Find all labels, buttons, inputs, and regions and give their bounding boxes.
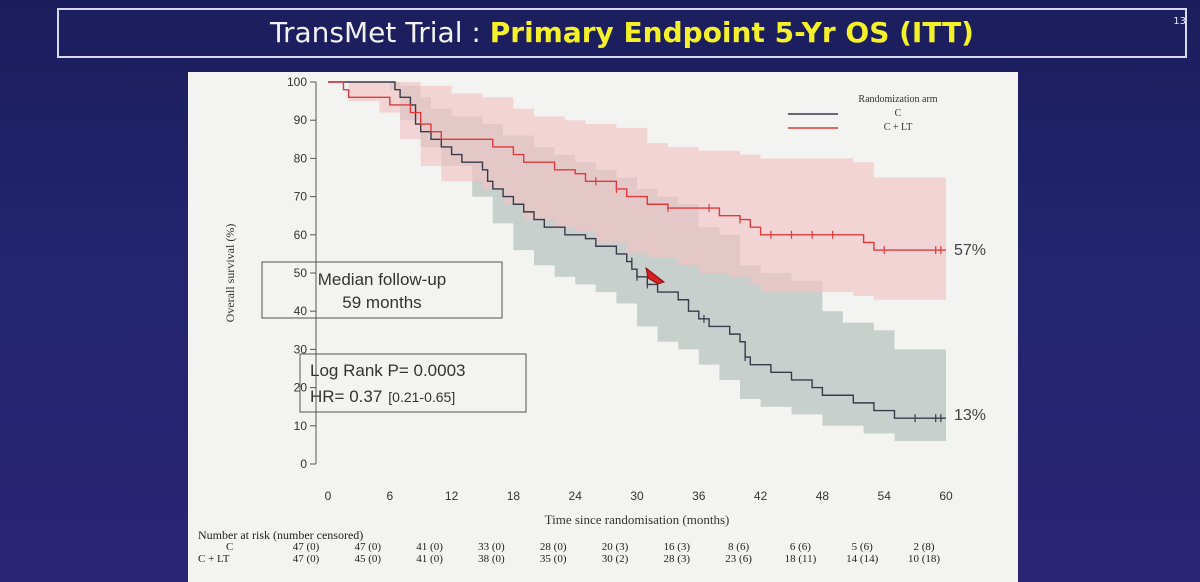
title-box: TransMet Trial : Primary Endpoint 5-Yr O…: [57, 8, 1187, 58]
legend-title: Randomization arm: [858, 94, 937, 105]
risk-cell: 23 (6): [725, 553, 752, 565]
logrank-text: Log Rank P= 0.0003: [310, 361, 465, 380]
slide-title: TransMet Trial : Primary Endpoint 5-Yr O…: [59, 16, 1185, 49]
risk-cell: 5 (6): [852, 541, 873, 553]
x-tick-label: 24: [569, 489, 583, 503]
risk-cell: 10 (18): [908, 553, 940, 565]
risk-cell: 47 (0): [293, 553, 320, 565]
risk-cell: 14 (14): [846, 553, 878, 565]
risk-row-label: C + LT: [198, 553, 230, 565]
end-label-clt: 57%: [954, 242, 986, 259]
risk-cell: 47 (0): [355, 541, 382, 553]
y-tick-label: 30: [294, 342, 308, 356]
hr-text: HR= 0.37: [310, 387, 382, 406]
curve-clt: [328, 81, 946, 251]
risk-header: Number at risk (number censored): [198, 528, 363, 542]
hr-ci: [0.21-0.65]: [388, 389, 455, 405]
x-tick-label: 48: [816, 489, 830, 503]
risk-table: Number at risk (number censored) C 47 (0)…: [198, 528, 940, 565]
median-line2: 59 months: [342, 293, 421, 312]
slide-number: 13: [1173, 16, 1186, 27]
risk-row-label: C: [226, 541, 233, 553]
median-box: [261, 261, 503, 319]
x-axis-label: Time since randomisation (months): [545, 512, 730, 527]
median-line1: Median follow-up: [318, 270, 447, 289]
x-tick-label: 18: [507, 489, 521, 503]
x-tick-label: 36: [692, 489, 706, 503]
risk-cell: 38 (0): [478, 553, 505, 565]
risk-cell: 41 (0): [416, 553, 443, 565]
risk-cell: 35 (0): [540, 553, 567, 565]
confidence-bands: [328, 82, 946, 445]
x-tick-label: 60: [939, 489, 953, 503]
y-tick-label: 100: [287, 75, 307, 89]
risk-cell: 2 (8): [913, 541, 934, 553]
risk-cell: 16 (3): [664, 541, 691, 553]
y-axis-label: Overall survival (%): [223, 224, 237, 323]
hr-line: HR= 0.37 [0.21-0.65]: [310, 387, 455, 406]
y-tick-label: 40: [294, 304, 308, 318]
x-tick-label: 6: [386, 489, 393, 503]
risk-cell: 45 (0): [355, 553, 382, 565]
y-tick-label: 80: [294, 151, 308, 165]
x-tick-label: 12: [445, 489, 459, 503]
pointer-arrow-icon: [645, 266, 666, 285]
risk-cell: 47 (0): [293, 541, 320, 553]
y-tick-label: 90: [294, 113, 308, 127]
y-tick-label: 0: [300, 457, 307, 471]
y-tick-label: 70: [294, 190, 308, 204]
stats-box: [299, 353, 527, 413]
y-tick-label: 10: [294, 419, 308, 433]
risk-cell: 28 (3): [664, 553, 691, 565]
title-prefix: TransMet Trial :: [270, 16, 490, 49]
x-tick-label: 42: [754, 489, 768, 503]
legend-label-c: C: [895, 108, 902, 119]
risk-cell: 8 (6): [728, 541, 749, 553]
risk-cell: 6 (6): [790, 541, 811, 553]
risk-cell: 18 (11): [785, 553, 817, 565]
y-tick-label: 60: [294, 228, 308, 242]
title-highlight: Primary Endpoint 5-Yr OS (ITT): [489, 16, 974, 49]
x-tick-label: 30: [630, 489, 644, 503]
x-tick-label: 0: [325, 489, 332, 503]
x-tick-label: 54: [878, 489, 892, 503]
risk-cell: 30 (2): [602, 553, 629, 565]
risk-cell: 20 (3): [602, 541, 629, 553]
y-tick-label: 50: [294, 266, 308, 280]
risk-row-clt: C + LT 47 (0) 45 (0) 41 (0) 38 (0) 35 (0) 30 (…: [198, 553, 940, 565]
survival-curves: [328, 81, 946, 423]
curve-c: [328, 81, 946, 419]
legend-label-clt: C + LT: [884, 122, 913, 133]
risk-cell: 28 (0): [540, 541, 567, 553]
band-clt: [328, 82, 946, 300]
legend: Randomization arm C C + LT: [788, 94, 938, 133]
risk-cell: 33 (0): [478, 541, 505, 553]
risk-row-c: C 47 (0) 47 (0) 41 (0) 33 (0) 28 (0) 20 (3) 16 …: [226, 541, 935, 553]
risk-cell: 41 (0): [416, 541, 443, 553]
end-label-c: 13%: [954, 407, 986, 424]
annotations: Median follow-up 59 months Log Rank P= 0…: [261, 242, 986, 424]
